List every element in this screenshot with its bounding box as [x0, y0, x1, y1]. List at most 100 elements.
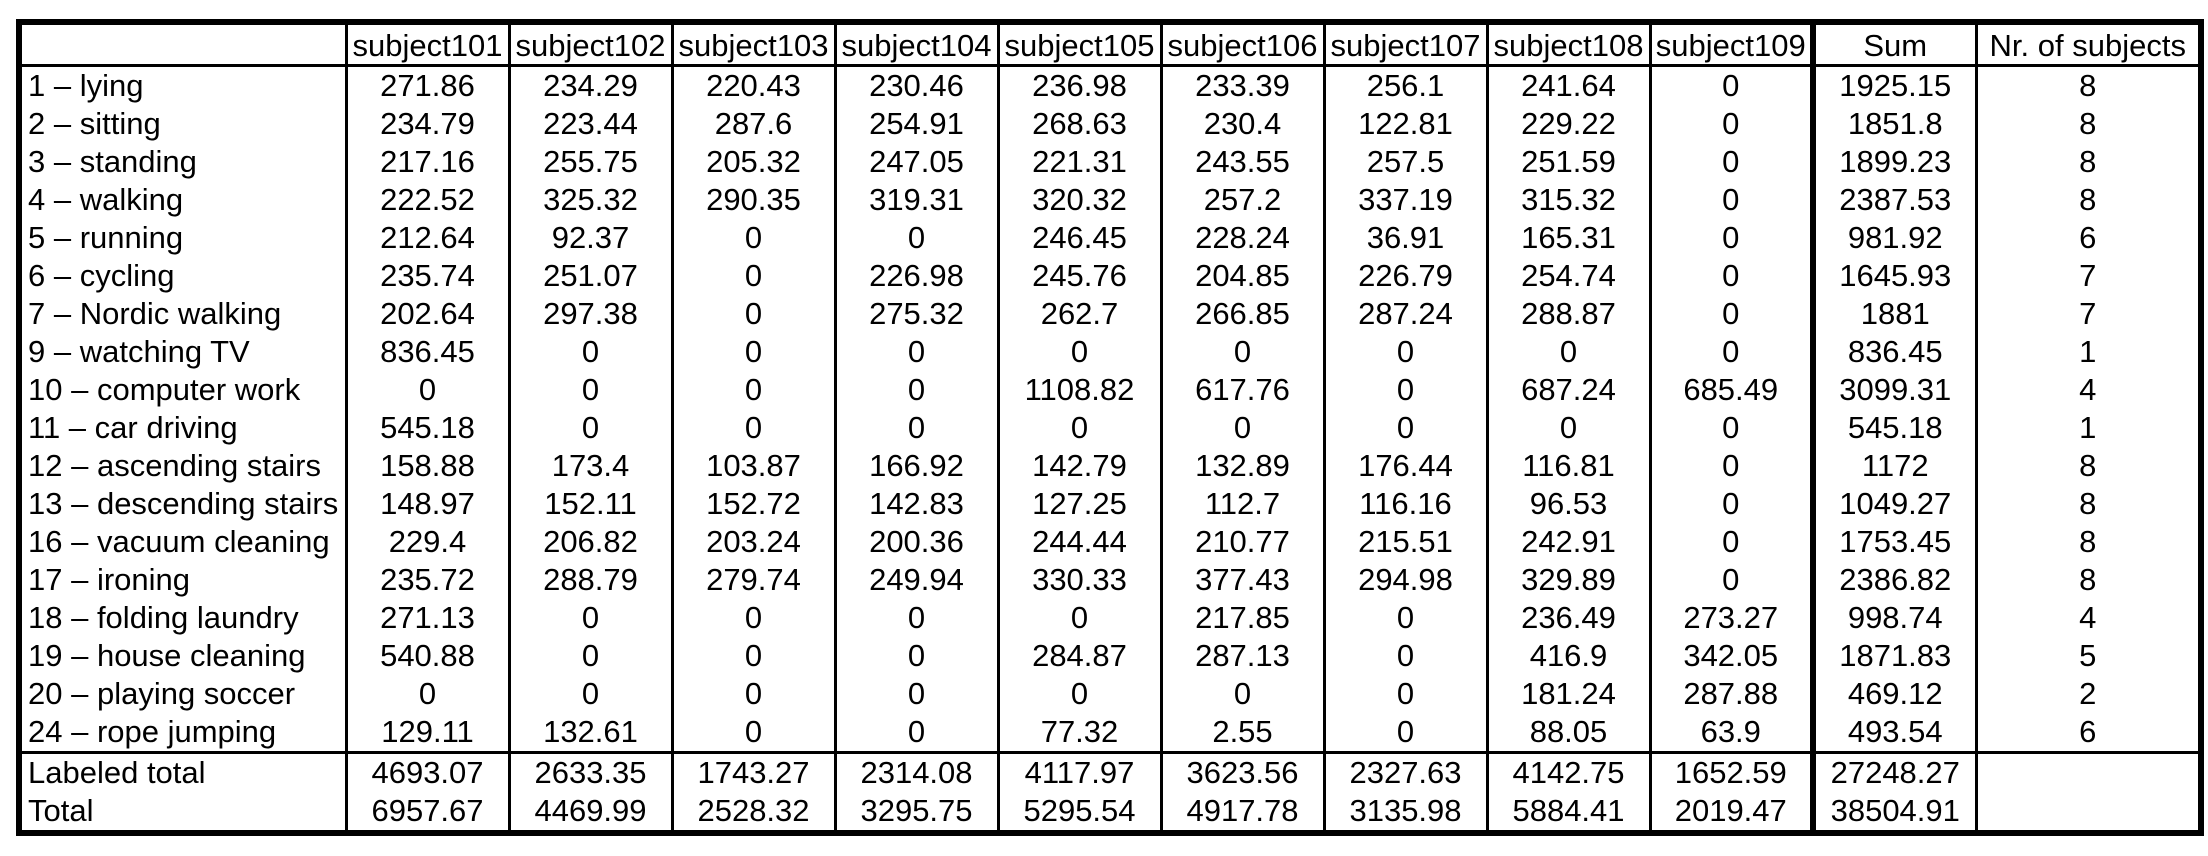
- cell-subject104: 0: [833, 637, 1000, 675]
- cell-subject109: 0: [1648, 447, 1816, 485]
- cell-subject107: 0: [1322, 675, 1489, 713]
- cell-subject103: 287.6: [670, 105, 837, 143]
- cell-subject108: 4142.75: [1485, 751, 1652, 792]
- cell-subject101: 235.72: [344, 561, 511, 599]
- cell-subject107: 337.19: [1322, 181, 1489, 219]
- table-row: 20 – playing soccer 0 0 0 0 0 0 0 181.24 287.88 46…: [17, 675, 2203, 713]
- cell-subject104: 0: [833, 675, 1000, 713]
- cell-subject104: 3295.75: [833, 792, 1000, 833]
- row-label: 18 – folding laundry: [17, 599, 348, 637]
- cell-nr-of-subjects: 4: [1974, 371, 2203, 409]
- cell-sum: 27248.27: [1811, 751, 1978, 792]
- cell-nr-of-subjects: 4: [1974, 599, 2203, 637]
- column-header-subject109: subject109: [1648, 22, 1816, 67]
- cell-nr-of-subjects: 7: [1974, 257, 2203, 295]
- cell-subject104: 249.94: [833, 561, 1000, 599]
- column-header-subject105: subject105: [996, 22, 1163, 67]
- cell-subject104: 247.05: [833, 143, 1000, 181]
- cell-subject102: 132.61: [507, 713, 674, 753]
- cell-subject103: 0: [670, 295, 837, 333]
- cell-subject105: 0: [996, 333, 1163, 371]
- cell-nr-of-subjects: 1: [1974, 333, 2203, 371]
- table-row: 3 – standing 217.16 255.75 205.32 247.05 221.…: [17, 143, 2203, 181]
- cell-subject103: 0: [670, 409, 837, 447]
- cell-subject101: 4693.07: [344, 751, 511, 792]
- row-label: 4 – walking: [17, 181, 348, 219]
- cell-subject108: 687.24: [1485, 371, 1652, 409]
- cell-subject104: 0: [833, 333, 1000, 371]
- table-row: 10 – computer work 0 0 0 0 1108.82 617.76 0 687.…: [17, 371, 2203, 409]
- column-header-subject107: subject107: [1322, 22, 1489, 67]
- cell-subject107: 122.81: [1322, 105, 1489, 143]
- cell-subject105: 320.32: [996, 181, 1163, 219]
- cell-subject106: 204.85: [1159, 257, 1326, 295]
- cell-sum: 1049.27: [1811, 485, 1978, 523]
- cell-subject101: 202.64: [344, 295, 511, 333]
- cell-sum: 1899.23: [1811, 143, 1978, 181]
- row-label: 6 – cycling: [17, 257, 348, 295]
- table-row: 5 – running 212.64 92.37 0 0 246.45 228.24 36.9…: [17, 219, 2203, 257]
- cell-subject104: 166.92: [833, 447, 1000, 485]
- cell-sum: 493.54: [1811, 713, 1978, 753]
- cell-subject105: 221.31: [996, 143, 1163, 181]
- cell-subject101: 6957.67: [344, 792, 511, 833]
- cell-subject104: 230.46: [833, 65, 1000, 105]
- cell-sum: 2386.82: [1811, 561, 1978, 599]
- column-header-subject108: subject108: [1485, 22, 1652, 67]
- cell-subject104: 0: [833, 713, 1000, 753]
- cell-subject104: 142.83: [833, 485, 1000, 523]
- cell-subject102: 297.38: [507, 295, 674, 333]
- cell-subject109: 0: [1648, 295, 1816, 333]
- cell-subject107: 0: [1322, 333, 1489, 371]
- cell-subject101: 0: [344, 371, 511, 409]
- cell-subject109: 0: [1648, 409, 1816, 447]
- cell-subject104: 0: [833, 599, 1000, 637]
- row-label: 12 – ascending stairs: [17, 447, 348, 485]
- cell-subject102: 173.4: [507, 447, 674, 485]
- table-row: 11 – car driving 545.18 0 0 0 0 0 0 0 0 545.18 1: [17, 409, 2203, 447]
- cell-sum: 2387.53: [1811, 181, 1978, 219]
- cell-subject107: 0: [1322, 409, 1489, 447]
- cell-subject103: 279.74: [670, 561, 837, 599]
- cell-nr-of-subjects: 8: [1974, 523, 2203, 561]
- row-label: 2 – sitting: [17, 105, 348, 143]
- cell-subject105: 1108.82: [996, 371, 1163, 409]
- cell-nr-of-subjects: [1974, 792, 2203, 833]
- cell-subject102: 0: [507, 675, 674, 713]
- cell-subject108: 229.22: [1485, 105, 1652, 143]
- column-header-nr-of-subjects: Nr. of subjects: [1974, 22, 2203, 67]
- cell-nr-of-subjects: 8: [1974, 561, 2203, 599]
- cell-subject104: 0: [833, 219, 1000, 257]
- table-row: 18 – folding laundry 271.13 0 0 0 0 217.85 0 236…: [17, 599, 2203, 637]
- cell-subject107: 176.44: [1322, 447, 1489, 485]
- cell-nr-of-subjects: [1974, 751, 2203, 792]
- row-label: 16 – vacuum cleaning: [17, 523, 348, 561]
- column-header-subject102: subject102: [507, 22, 674, 67]
- cell-subject102: 0: [507, 637, 674, 675]
- cell-subject109: 63.9: [1648, 713, 1816, 753]
- cell-subject106: 0: [1159, 333, 1326, 371]
- corner-cell: [17, 22, 348, 67]
- table-row: 1 – lying 271.86 234.29 220.43 230.46 236.98 2…: [17, 65, 2203, 105]
- cell-subject102: 2633.35: [507, 751, 674, 792]
- activity-duration-table: subject101 subject102 subject103 subject…: [16, 19, 2204, 836]
- cell-subject105: 127.25: [996, 485, 1163, 523]
- cell-subject104: 0: [833, 371, 1000, 409]
- cell-subject106: 2.55: [1159, 713, 1326, 753]
- table-row: 13 – descending stairs 148.97 152.11 152.72…: [17, 485, 2203, 523]
- cell-subject102: 0: [507, 409, 674, 447]
- cell-subject105: 284.87: [996, 637, 1163, 675]
- cell-subject105: 0: [996, 599, 1163, 637]
- table-row: 19 – house cleaning 540.88 0 0 0 284.87 287.13…: [17, 637, 2203, 675]
- cell-subject105: 245.76: [996, 257, 1163, 295]
- cell-subject102: 206.82: [507, 523, 674, 561]
- cell-subject106: 257.2: [1159, 181, 1326, 219]
- column-header-subject106: subject106: [1159, 22, 1326, 67]
- table-row: 4 – walking 222.52 325.32 290.35 319.31 320.3…: [17, 181, 2203, 219]
- cell-subject109: 273.27: [1648, 599, 1816, 637]
- cell-subject101: 222.52: [344, 181, 511, 219]
- cell-subject106: 0: [1159, 409, 1326, 447]
- cell-nr-of-subjects: 1: [1974, 409, 2203, 447]
- table-row: 24 – rope jumping 129.11 132.61 0 0 77.32 2.55…: [17, 713, 2203, 753]
- cell-nr-of-subjects: 8: [1974, 485, 2203, 523]
